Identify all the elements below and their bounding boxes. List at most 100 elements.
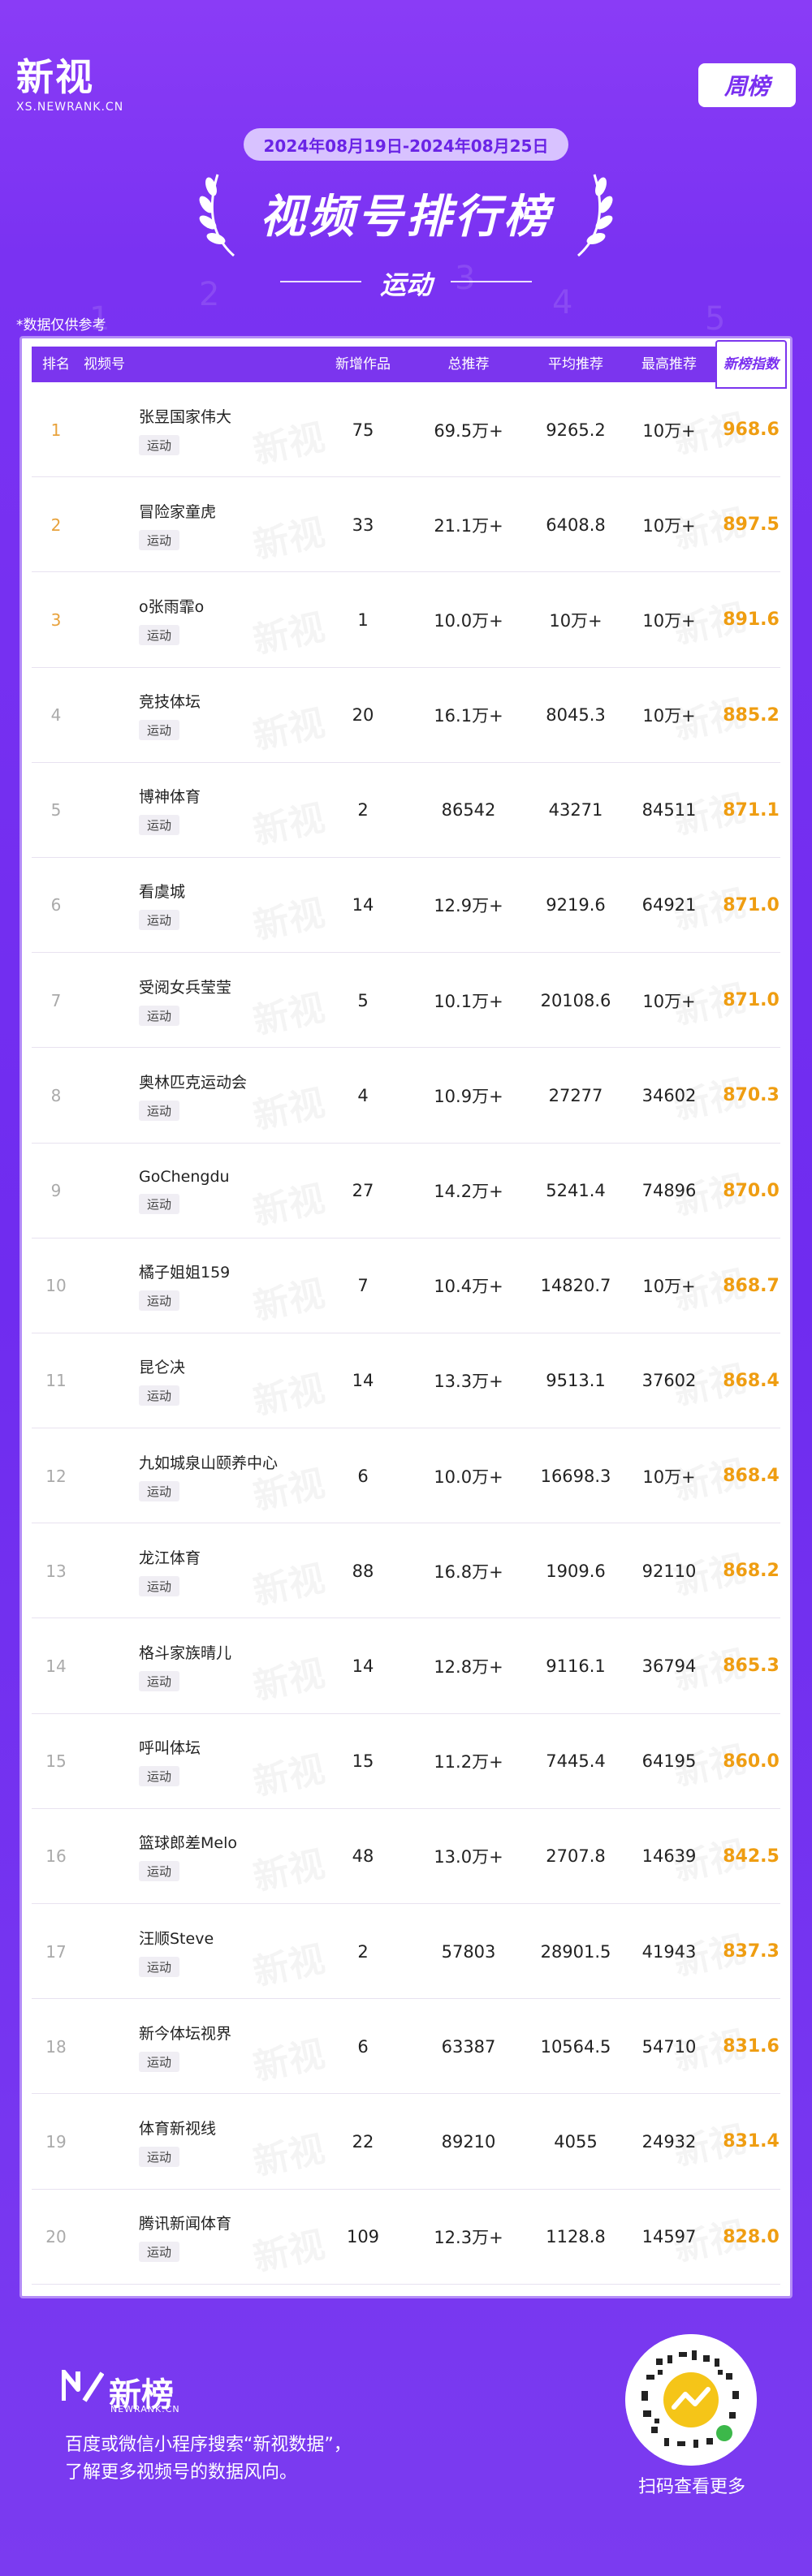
rank-cell: 2: [50, 515, 62, 535]
rank-cell: 13: [45, 1561, 67, 1581]
account-cell: 格斗家族晴儿 运动: [139, 1618, 317, 1713]
account-cell: 受阅女兵莹莹 运动: [139, 953, 317, 1048]
account-cell: GoChengdu 运动: [139, 1144, 317, 1238]
table-row: 新视新视5博神体育运动2865424327184511871.1: [32, 763, 780, 858]
max-rec-cell: 64921: [641, 895, 697, 915]
avg-rec-cell: 7445.4: [546, 1751, 606, 1772]
col-rank: 排名: [42, 356, 70, 373]
account-cell: 呼叫体坛 运动: [139, 1714, 317, 1809]
account-name: 昆仑决: [139, 1359, 186, 1377]
score-cell: 885.2: [723, 704, 780, 726]
account-name: 冒险家童虎: [139, 502, 217, 521]
max-rec-cell: 74896: [641, 1181, 697, 1200]
total-rec-cell: 57803: [441, 1941, 496, 1962]
brand-logo-en: XS.NEWRANK.CN: [16, 101, 124, 114]
max-rec-cell: 92110: [641, 1561, 697, 1581]
total-rec-cell: 14.2万+: [434, 1182, 503, 1201]
account-cell: 奥林匹克运动会 运动: [139, 1048, 317, 1143]
rank-cell: 9: [50, 1181, 62, 1200]
new-works-cell: 2: [357, 1941, 369, 1962]
new-works-cell: 6: [357, 2036, 369, 2057]
max-rec-cell: 37602: [641, 1371, 697, 1391]
background-decoration: 1 2 3 4 5: [89, 260, 726, 338]
avg-rec-cell: 43271: [548, 800, 603, 821]
account-name: 呼叫体坛: [139, 1739, 201, 1758]
category-tag: 运动: [139, 1100, 180, 1121]
rank-cell: 3: [50, 610, 62, 630]
avg-rec-cell: 6408.8: [546, 515, 606, 535]
footer-text: 百度或微信小程序搜索“新视数据”， 了解更多视频号的数据风向。: [65, 2432, 352, 2487]
account-cell: 汪顺Steve 运动: [139, 1904, 317, 1999]
account-name: 篮球郎差Melo: [139, 1834, 237, 1853]
total-rec-cell: 16.1万+: [434, 706, 503, 726]
footer-line-1: 百度或微信小程序搜索“新视数据”，: [65, 2435, 352, 2455]
total-rec-cell: 12.3万+: [434, 2228, 503, 2248]
rank-cell: 1: [50, 420, 62, 440]
newrank-logo-icon: [62, 2370, 104, 2402]
category-tag: 运动: [139, 529, 180, 550]
max-rec-cell: 14639: [641, 1846, 697, 1867]
score-cell: 831.6: [723, 2036, 780, 2057]
data-note: *数据仅供参考: [16, 317, 106, 334]
total-rec-cell: 10.0万+: [434, 610, 503, 631]
new-works-cell: 75: [352, 420, 374, 440]
score-cell: 870.0: [723, 1180, 780, 1201]
category-tag: 运动: [139, 2242, 180, 2263]
avg-rec-cell: 4055: [554, 2131, 598, 2152]
avg-rec-cell: 9116.1: [546, 1656, 606, 1676]
category-tag: 运动: [139, 624, 180, 645]
category-tag: 运动: [139, 2146, 180, 2167]
new-works-cell: 33: [352, 515, 374, 535]
footer-line-2: 了解更多视频号的数据风向。: [65, 2462, 298, 2483]
new-works-cell: 2: [357, 800, 369, 821]
category-tag: 运动: [139, 1385, 180, 1406]
brand-logo-cn: 新视: [16, 55, 94, 99]
avg-rec-cell: 28901.5: [540, 1941, 611, 1962]
new-works-cell: 48: [352, 1846, 374, 1867]
account-cell: 九如城泉山颐养中心 运动: [139, 1428, 317, 1523]
account-name: GoChengdu: [139, 1167, 230, 1186]
avg-rec-cell: 27277: [548, 1085, 603, 1105]
new-works-cell: 109: [346, 2227, 380, 2247]
account-cell: 龙江体育 运动: [139, 1523, 317, 1618]
total-rec-cell: 13.3万+: [434, 1372, 503, 1392]
max-rec-cell: 34602: [641, 1085, 697, 1105]
ranking-table: 排名 视频号 新增作品 总推荐 平均推荐 最高推荐 新榜指数 新视新视1张昱国家…: [19, 336, 793, 2298]
rank-cell: 17: [45, 1941, 67, 1962]
score-cell: 968.6: [723, 420, 780, 440]
account-name: 橘子姐姐159: [139, 1264, 231, 1282]
new-works-cell: 6: [357, 1466, 369, 1486]
avg-rec-cell: 20108.6: [540, 990, 611, 1010]
qr-code[interactable]: [625, 2334, 757, 2466]
col-avg-rec: 平均推荐: [548, 356, 603, 373]
table-row: 新视新视3o张雨霏o运动110.0万+10万+10万+891.6: [32, 572, 780, 668]
account-cell: 博神体育 运动: [139, 763, 317, 858]
category-tag: 运动: [139, 1005, 180, 1026]
account-name: 龙江体育: [139, 1549, 201, 1567]
total-rec-cell: 16.8万+: [434, 1562, 503, 1582]
new-works-cell: 1: [357, 610, 369, 630]
category-tag: 运动: [139, 815, 180, 836]
category-tag: 运动: [139, 1670, 180, 1691]
account-cell: 昆仑决 运动: [139, 1333, 317, 1428]
max-rec-cell: 10万+: [642, 1277, 696, 1297]
max-rec-cell: 64195: [641, 1751, 697, 1772]
total-rec-cell: 11.2万+: [434, 1752, 503, 1773]
rank-cell: 8: [50, 1085, 62, 1105]
max-rec-cell: 14597: [641, 2227, 697, 2247]
rank-cell: 12: [45, 1466, 67, 1486]
rank-cell: 11: [45, 1371, 67, 1391]
max-rec-cell: 10万+: [642, 706, 696, 726]
